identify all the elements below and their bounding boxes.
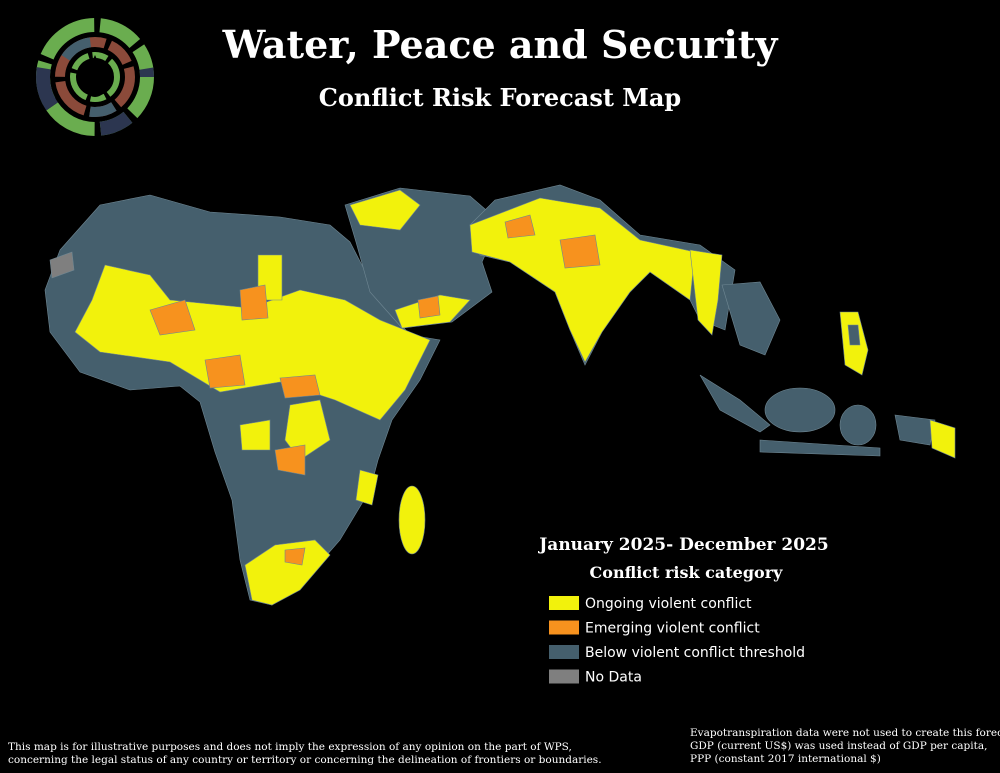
region xyxy=(349,189,421,231)
region xyxy=(764,387,836,433)
legend-title: Conflict risk category xyxy=(590,563,784,582)
region xyxy=(284,547,306,566)
region xyxy=(759,439,881,457)
region xyxy=(244,539,331,606)
region xyxy=(355,469,379,506)
region xyxy=(239,284,269,321)
legend-period: January 2025- December 2025 xyxy=(537,535,828,555)
title: Water, Peace and Security xyxy=(222,22,779,67)
logo xyxy=(36,18,154,136)
region xyxy=(279,374,321,399)
region xyxy=(74,264,431,421)
legend: January 2025- December 2025 Conflict ris… xyxy=(537,535,828,686)
legend-swatch xyxy=(549,645,579,659)
legend-label: Emerging violent conflict xyxy=(585,621,760,637)
region xyxy=(274,444,306,476)
legend-swatch xyxy=(549,596,579,610)
region xyxy=(149,299,196,336)
note-line: GDP (current US$) was used instead of GD… xyxy=(690,740,987,752)
legend-label: No Data xyxy=(585,670,642,686)
region xyxy=(929,419,956,459)
region xyxy=(559,234,601,269)
region xyxy=(847,324,861,346)
region xyxy=(689,249,723,336)
region xyxy=(721,281,781,356)
region xyxy=(49,251,75,279)
region xyxy=(469,197,696,363)
legend-label: Below violent conflict threshold xyxy=(585,645,805,661)
legend-label: Ongoing violent conflict xyxy=(585,596,752,612)
legend-swatch xyxy=(549,620,579,635)
region xyxy=(239,419,271,451)
region xyxy=(398,485,426,555)
note-line: PPP (constant 2017 international $) xyxy=(690,753,881,765)
legend-swatch xyxy=(549,669,579,684)
region xyxy=(204,354,246,389)
legend-items: Ongoing violent conflict Emerging violent… xyxy=(549,596,805,686)
disclaimer-line: concerning the legal status of any count… xyxy=(8,754,602,766)
note-line: Evapotranspiration data were not used to… xyxy=(690,727,1000,739)
map xyxy=(44,184,956,606)
region xyxy=(417,295,441,319)
region xyxy=(284,399,331,461)
region xyxy=(699,374,771,433)
subtitle: Conflict Risk Forecast Map xyxy=(319,83,681,112)
region xyxy=(839,404,877,446)
disclaimer-line: This map is for illustrative purposes an… xyxy=(8,741,572,753)
region xyxy=(894,414,936,446)
region xyxy=(504,214,536,239)
